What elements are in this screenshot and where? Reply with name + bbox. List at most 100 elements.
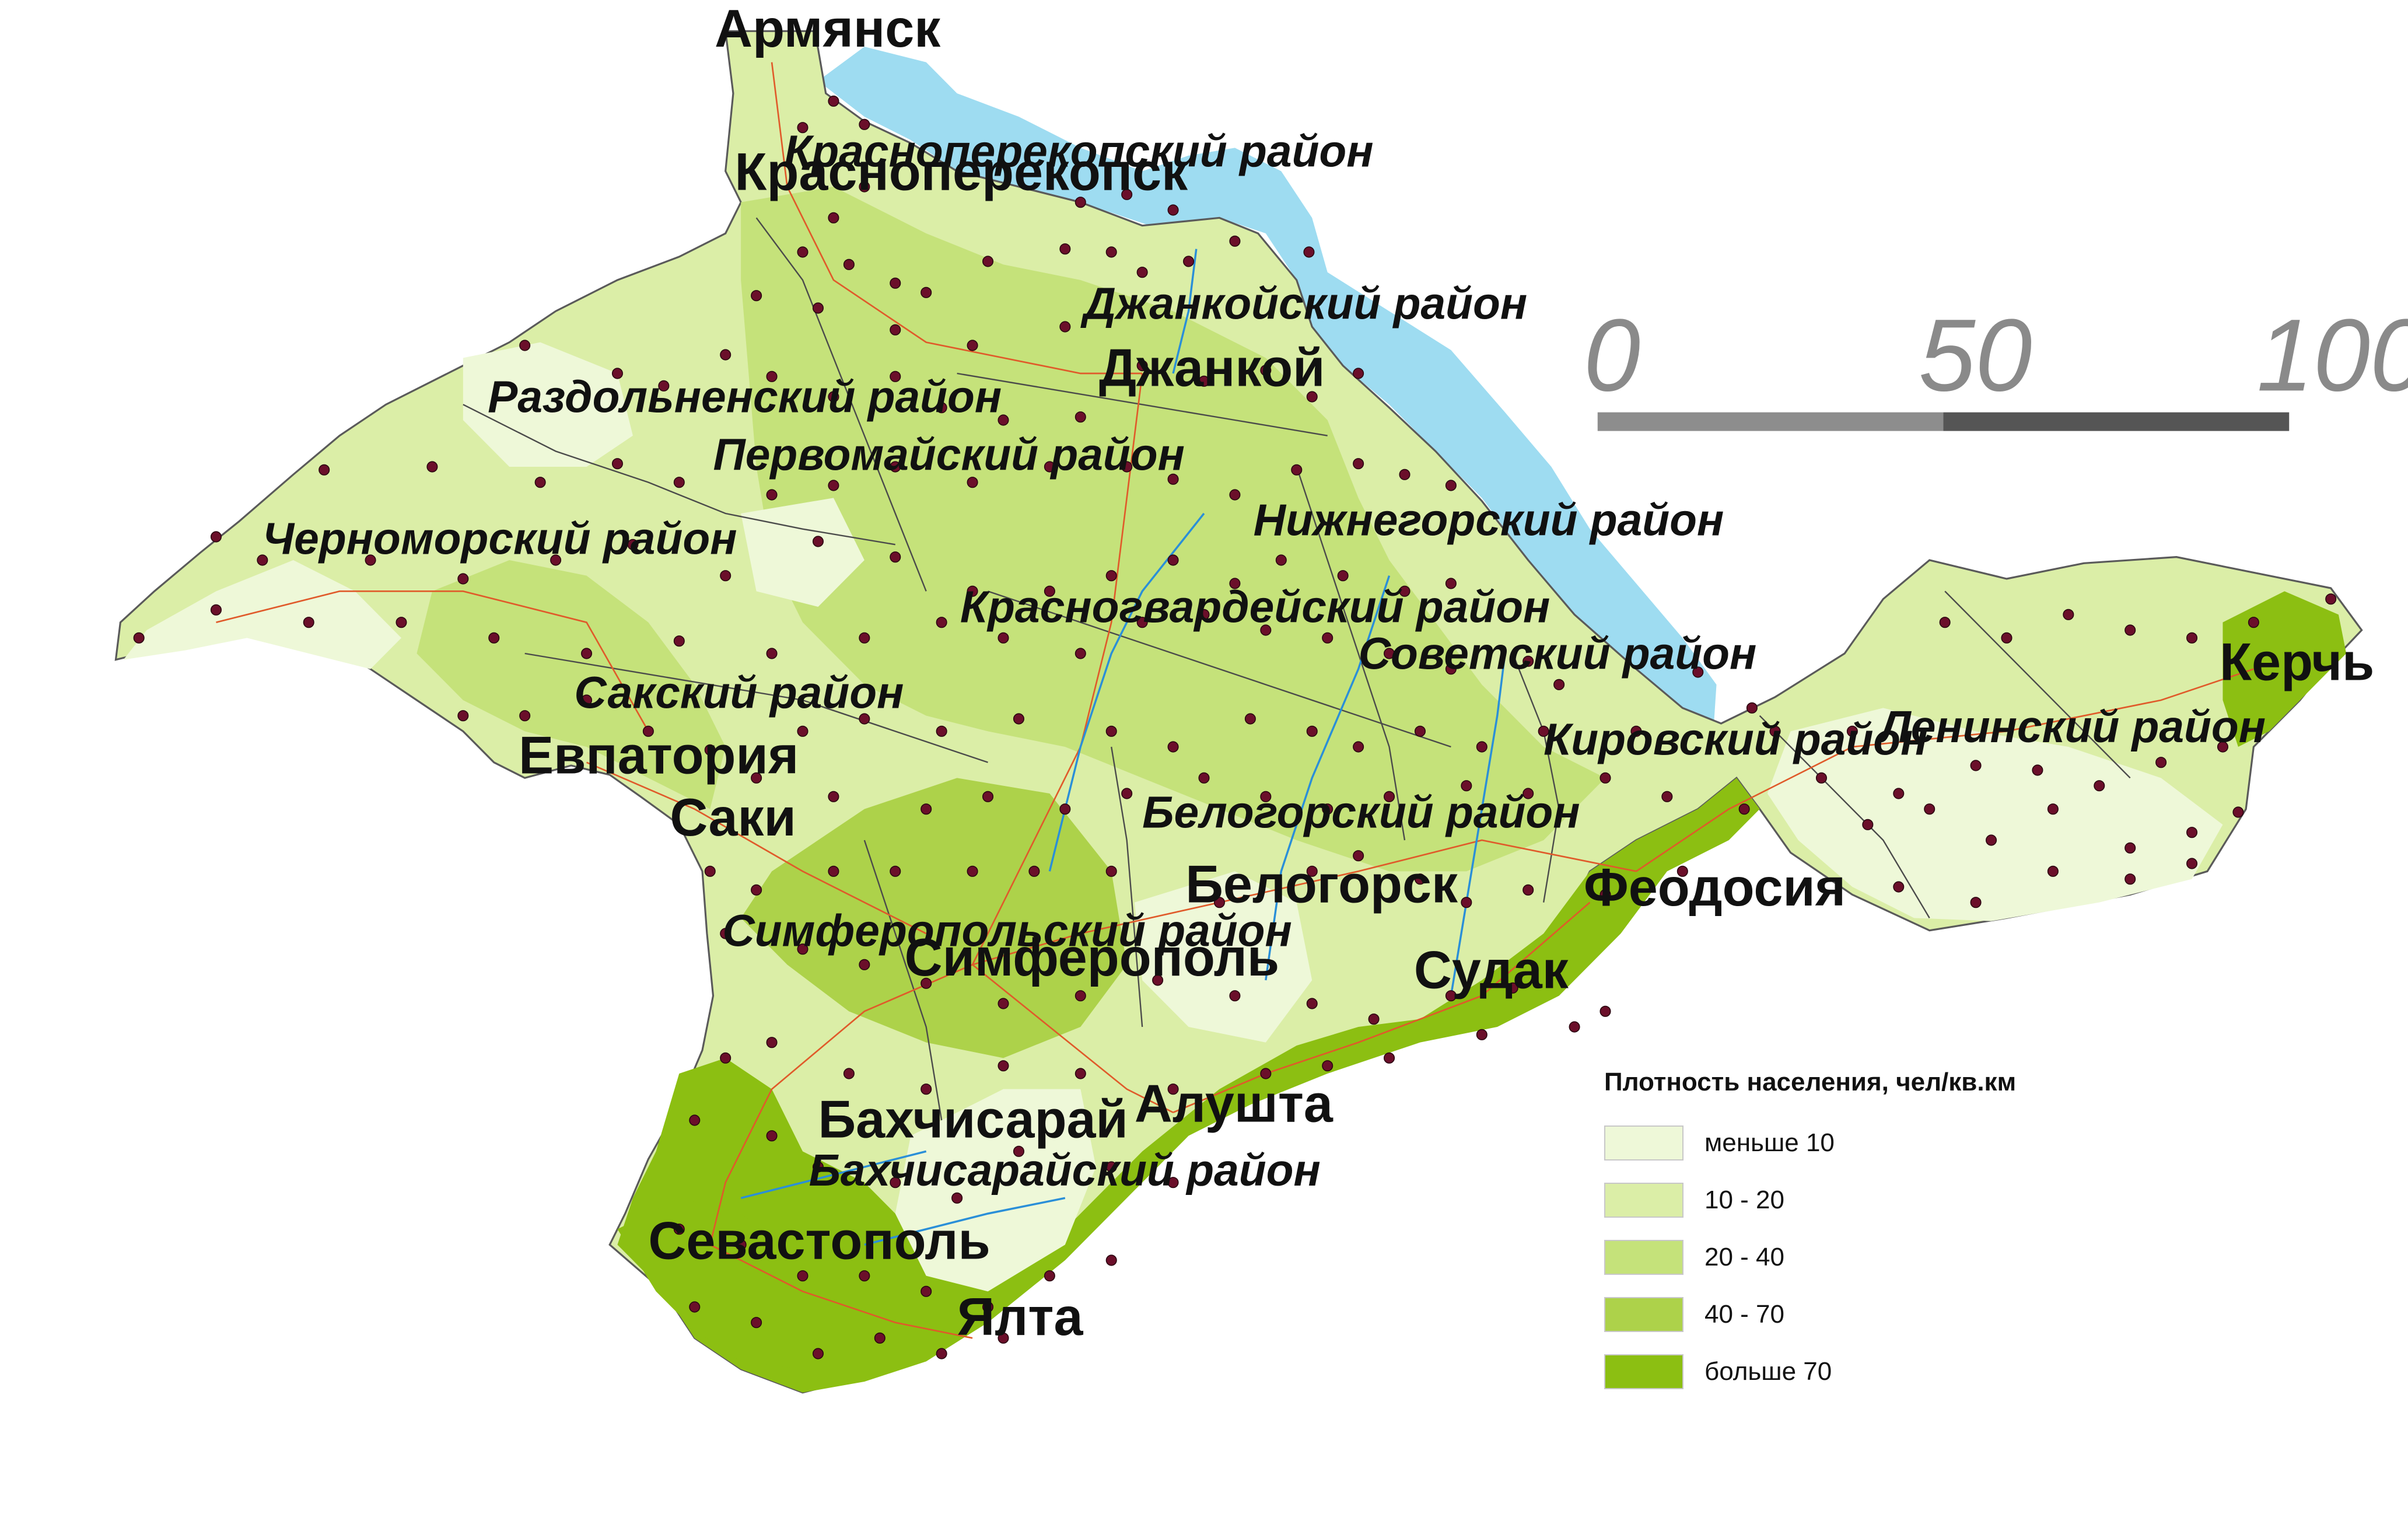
- settlement-point: [426, 461, 438, 473]
- settlement-point: [1136, 267, 1148, 278]
- settlement-point: [859, 1270, 870, 1282]
- settlement-point: [1136, 617, 1148, 628]
- settlement-point: [303, 617, 314, 628]
- settlement-point: [859, 118, 870, 130]
- settlement-point: [797, 943, 808, 955]
- settlement-point: [1074, 411, 1086, 423]
- settlement-point: [1337, 570, 1349, 582]
- settlement-point: [1445, 480, 1457, 491]
- zone-west-20: [416, 560, 726, 809]
- density-zones: [123, 187, 2347, 1393]
- settlement-point: [859, 632, 870, 644]
- settlement-point: [1461, 897, 1472, 908]
- river: [740, 1150, 927, 1200]
- settlement-point: [1970, 897, 1982, 908]
- district-label-razdolnensky: Раздольненский район: [488, 372, 1002, 422]
- district-label-belogorsky: Белогорский район: [1142, 787, 1580, 837]
- settlement-point: [1553, 679, 1565, 690]
- settlement-point: [1522, 655, 1534, 667]
- legend-swatch: [1604, 1183, 1684, 1218]
- settlement-point: [1353, 368, 1364, 379]
- settlement-point: [627, 539, 639, 550]
- river-network: [740, 249, 1506, 1246]
- settlement-point: [2124, 624, 2136, 636]
- settlement-point: [936, 617, 947, 628]
- district-label-krasnoperekopsky: Красноперекопский район: [784, 126, 1373, 176]
- settlement-point: [2063, 609, 2074, 620]
- settlement-point: [1013, 1145, 1024, 1157]
- settlement-point: [1105, 246, 1117, 258]
- settlement-point: [1476, 1029, 1488, 1040]
- settlement-point: [1260, 365, 1272, 376]
- settlement-point: [2325, 593, 2337, 605]
- settlement-point: [998, 414, 1009, 426]
- settlement-point: [673, 477, 685, 488]
- settlement-point: [1105, 570, 1117, 582]
- legend-swatch: [1604, 1354, 1684, 1389]
- settlement-point: [921, 1083, 932, 1095]
- settlement-point: [1074, 990, 1086, 1002]
- settlement-point: [1303, 246, 1315, 258]
- settlement-point: [1074, 197, 1086, 208]
- settlement-point: [519, 340, 531, 351]
- boundary-line: [524, 652, 988, 763]
- boundary-line: [957, 372, 1328, 436]
- road: [972, 839, 1637, 966]
- zone-sevastopol: [617, 1198, 834, 1369]
- settlement-point: [766, 370, 778, 382]
- road-network: [216, 62, 2254, 1339]
- settlement-point: [797, 122, 808, 134]
- district-boundaries: [463, 217, 2131, 1121]
- settlement-point: [2186, 827, 2198, 838]
- scale-segment-1: [1597, 412, 1944, 431]
- settlement-point: [1322, 632, 1334, 644]
- settlement-point: [581, 648, 593, 659]
- district-labels: Красноперекопский район Джанкойский райо…: [262, 126, 2266, 1196]
- settlement-point: [2186, 858, 2198, 869]
- settlement-point: [859, 713, 870, 725]
- legend-title: Плотность населения, чел/кв.км: [1604, 1068, 2017, 1096]
- settlement-point: [1445, 990, 1457, 1002]
- settlement-point: [828, 865, 839, 877]
- legend-label: больше 70: [1704, 1357, 1832, 1386]
- legend-label: меньше 10: [1704, 1128, 1835, 1157]
- city-labels: Армянск Красноперекопск Джанкой Евпатори…: [519, 0, 2374, 1347]
- settlement-point: [828, 391, 839, 403]
- road: [586, 761, 927, 935]
- settlement-point: [1105, 725, 1117, 737]
- settlement-point: [1986, 834, 1997, 846]
- settlement-point: [967, 585, 978, 597]
- settlement-point: [2124, 873, 2136, 885]
- city-label-belogorsk: Белогорск: [1185, 855, 1458, 914]
- settlement-point: [1600, 1005, 1611, 1017]
- scale-label-0: 0: [1584, 298, 1640, 413]
- settlement-point: [534, 477, 546, 488]
- zone-bakhchisaray-low: [895, 1089, 1096, 1292]
- legend-label: 10 - 20: [1704, 1186, 1784, 1214]
- settlement-point: [1028, 865, 1040, 877]
- district-label-sovetsky: Советский район: [1359, 628, 1757, 679]
- road: [1172, 901, 1591, 1113]
- settlement-point: [1121, 188, 1133, 200]
- settlement-point: [1306, 998, 1318, 1009]
- settlement-point: [1445, 663, 1457, 675]
- settlement-point: [812, 1161, 824, 1173]
- settlement-point: [658, 380, 670, 392]
- settlement-point: [1044, 461, 1055, 473]
- settlement-point: [1044, 1270, 1055, 1282]
- settlement-point: [766, 648, 778, 659]
- settlement-point: [1167, 473, 1179, 485]
- settlement-point: [2186, 632, 2198, 644]
- settlement-point: [1306, 865, 1318, 877]
- settlement-point: [1105, 865, 1117, 877]
- settlement-point: [859, 959, 870, 970]
- city-label-kerch: Керчь: [2220, 632, 2374, 691]
- settlement-point: [1167, 554, 1179, 566]
- settlement-point: [2032, 764, 2043, 776]
- settlement-point: [1676, 865, 1688, 877]
- settlement-point: [998, 998, 1009, 1009]
- settlement-point: [1229, 235, 1241, 247]
- settlement-point: [936, 1348, 947, 1359]
- settlement-point: [890, 370, 901, 382]
- settlement-point: [921, 286, 932, 298]
